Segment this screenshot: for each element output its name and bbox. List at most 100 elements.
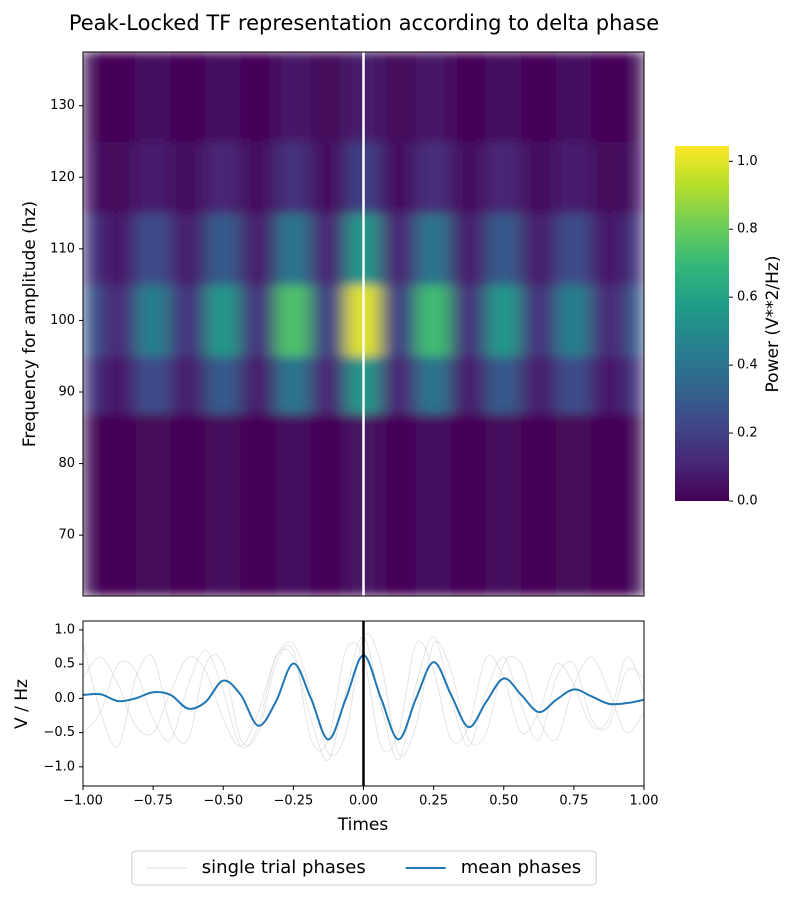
chart-title: Peak-Locked TF representation according … — [69, 11, 659, 35]
heatmap-cell — [590, 140, 627, 214]
y-tick-label: 120 — [50, 170, 75, 185]
heatmap-cell — [170, 140, 207, 214]
heatmap-cell — [275, 355, 312, 414]
heatmap-cell — [450, 52, 487, 142]
heatmap-cell — [555, 212, 592, 286]
y-tick-label: 110 — [50, 241, 75, 256]
heatmap-cell — [520, 355, 557, 414]
colorbar-tick-label: 0.6 — [737, 290, 758, 305]
heatmap-cell — [485, 284, 522, 357]
heatmap-cell — [100, 52, 137, 142]
legend-item: single trial phases — [146, 857, 366, 878]
heatmap-cell — [170, 412, 207, 596]
heatmap-cell — [415, 52, 452, 142]
heatmap-cell — [100, 140, 137, 214]
x-tick-label: −0.75 — [133, 794, 173, 809]
heatmap-cell — [205, 212, 242, 286]
legend-label: mean phases — [461, 857, 581, 878]
heatmap-cell — [590, 52, 627, 142]
heatmap-cell — [415, 212, 452, 286]
y-axis-label: Frequency for amplitude (hz) — [20, 201, 40, 447]
y-tick-label: −1.0 — [43, 759, 75, 774]
x-tick-label: −1.00 — [63, 794, 103, 809]
heatmap-cell — [135, 52, 172, 142]
x-tick-label: −0.50 — [203, 794, 243, 809]
heatmap-cell — [310, 355, 347, 414]
x-tick-label: −0.25 — [273, 794, 313, 809]
heatmap-cell — [415, 140, 452, 214]
y-tick-label: 0.5 — [54, 657, 75, 672]
heatmap-cell — [205, 140, 242, 214]
heatmap-cell — [83, 140, 102, 214]
heatmap-cell — [555, 284, 592, 357]
heatmap-cell — [205, 412, 242, 596]
heatmap-cell — [135, 412, 172, 596]
heatmap-cell — [240, 212, 277, 286]
heatmap-cell — [485, 212, 522, 286]
heatmap-cell — [625, 355, 644, 414]
legend-label: single trial phases — [202, 857, 366, 878]
x-tick-label: 0.50 — [489, 794, 518, 809]
heatmap-cell — [485, 140, 522, 214]
heatmap-cell — [520, 52, 557, 142]
heatmap-cell — [100, 412, 137, 596]
heatmap-cell — [380, 355, 417, 414]
heatmap-cell — [240, 52, 277, 142]
colorbar — [675, 146, 729, 501]
heatmap-cell — [485, 52, 522, 142]
heatmap-cell — [275, 212, 312, 286]
heatmap-cell — [100, 355, 137, 414]
y-tick-label: 1.0 — [54, 622, 75, 637]
y-tick-label: 0.0 — [54, 691, 75, 706]
heatmap-cell — [170, 284, 207, 357]
heatmap-cell — [205, 52, 242, 142]
heatmap-cell — [590, 355, 627, 414]
legend-item: mean phases — [405, 857, 581, 878]
heatmap-cell — [450, 412, 487, 596]
heatmap-cell — [625, 52, 644, 142]
heatmap-cell — [83, 284, 102, 357]
colorbar-tick-label: 0.4 — [737, 358, 758, 373]
heatmap-cell — [380, 284, 417, 357]
heatmap-cell — [555, 52, 592, 142]
heatmap-cell — [240, 140, 277, 214]
heatmap-cell — [590, 284, 627, 357]
heatmap-cell — [275, 140, 312, 214]
y-tick-label: 130 — [50, 98, 75, 113]
heatmap-cell — [310, 52, 347, 142]
x-tick-label: 0.00 — [349, 794, 378, 809]
line-clip — [83, 621, 644, 786]
y-tick-label: 100 — [50, 313, 75, 328]
heatmap-cell — [135, 284, 172, 357]
heatmap-cell — [275, 52, 312, 142]
y-tick-label: 80 — [58, 456, 75, 471]
heatmap-cell — [310, 284, 347, 357]
heatmap-cell — [83, 52, 102, 142]
heatmap-cell — [275, 284, 312, 357]
y-tick-label: 70 — [58, 528, 75, 543]
heatmap-cell — [135, 355, 172, 414]
heatmap-cell — [205, 355, 242, 414]
x-axis-label: Times — [337, 815, 389, 835]
heatmap-cell — [625, 284, 644, 357]
heatmap-cell — [590, 212, 627, 286]
colorbar-tick-label: 0.8 — [737, 222, 758, 237]
heatmap-cell — [520, 140, 557, 214]
heatmap-cell — [555, 140, 592, 214]
heatmap-cell — [240, 355, 277, 414]
heatmap-cell — [83, 355, 102, 414]
heatmap-cell — [83, 412, 102, 596]
heatmap-cell — [555, 412, 592, 596]
colorbar-tick-label: 0.2 — [737, 426, 758, 441]
heatmap-cell — [415, 284, 452, 357]
heatmap-cell — [310, 140, 347, 214]
heatmap-cell — [590, 412, 627, 596]
heatmap-cell — [555, 355, 592, 414]
heatmap-cell — [170, 212, 207, 286]
heatmap-cell — [83, 212, 102, 286]
heatmap-cell — [240, 412, 277, 596]
heatmap-cell — [415, 412, 452, 596]
x-tick-label: 0.25 — [419, 794, 448, 809]
